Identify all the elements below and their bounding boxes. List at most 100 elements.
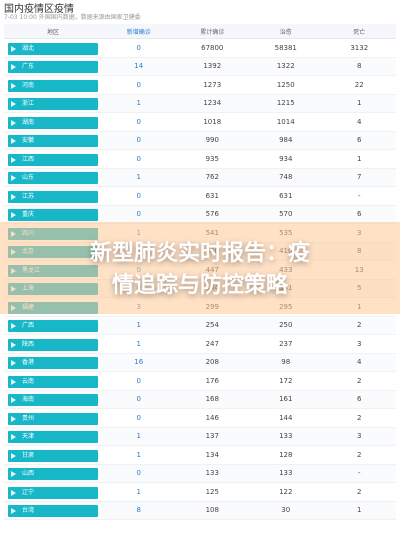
region-tag[interactable]: 山东 [8,172,98,184]
expand-arrow-icon[interactable] [11,360,16,366]
table-row[interactable]: 江西 0 935 934 1 [4,150,396,169]
region-tag[interactable]: 广东 [8,61,98,73]
expand-arrow-icon[interactable] [11,175,16,181]
region-cell[interactable]: 江苏 [4,189,102,203]
region-cell[interactable]: 浙江 [4,96,102,110]
region-cell[interactable]: 海南 [4,392,102,406]
col-dead-header: 死亡 [323,27,397,36]
expand-arrow-icon[interactable] [11,342,16,348]
region-cell[interactable]: 辽宁 [4,485,102,499]
total-cases-cell: 576 [176,210,250,218]
region-tag[interactable]: 江西 [8,154,98,166]
region-tag[interactable]: 陕西 [8,339,98,351]
table-row[interactable]: 湖南 0 1018 1014 4 [4,113,396,132]
region-cell[interactable]: 台湾 [4,503,102,517]
region-tag[interactable]: 浙江 [8,98,98,110]
expand-arrow-icon[interactable] [11,83,16,89]
expand-arrow-icon[interactable] [11,323,16,329]
region-name: 江西 [22,154,34,166]
region-tag[interactable]: 湖北 [8,43,98,55]
region-tag[interactable]: 山西 [8,468,98,480]
region-cell[interactable]: 河南 [4,78,102,92]
table-row[interactable]: 天津 1 137 133 3 [4,428,396,447]
table-row[interactable]: 台湾 8 108 30 1 [4,502,396,521]
expand-arrow-icon[interactable] [11,508,16,514]
region-tag[interactable]: 海南 [8,394,98,406]
expand-arrow-icon[interactable] [11,379,16,385]
expand-arrow-icon[interactable] [11,194,16,200]
table-row[interactable]: 河南 0 1273 1250 22 [4,76,396,95]
total-cases-cell: 1018 [176,118,250,126]
total-cases-cell: 935 [176,155,250,163]
region-cell[interactable]: 山西 [4,466,102,480]
table-row[interactable]: 甘肃 1 134 128 2 [4,446,396,465]
table-row[interactable]: 海南 0 168 161 6 [4,391,396,410]
region-cell[interactable]: 甘肃 [4,448,102,462]
expand-arrow-icon[interactable] [11,397,16,403]
region-name: 贵州 [22,413,34,425]
region-tag[interactable]: 广西 [8,320,98,332]
deaths-cell: - [323,192,397,200]
expand-arrow-icon[interactable] [11,157,16,163]
table-row[interactable]: 湖北 0 67800 58381 3132 [4,39,396,58]
region-name: 安徽 [22,135,34,147]
region-cell[interactable]: 安徽 [4,133,102,147]
region-tag[interactable]: 甘肃 [8,450,98,462]
region-tag[interactable]: 辽宁 [8,487,98,499]
cured-cell: 133 [249,469,323,477]
expand-arrow-icon[interactable] [11,471,16,477]
expand-arrow-icon[interactable] [11,138,16,144]
expand-arrow-icon[interactable] [11,490,16,496]
cured-cell: 133 [249,432,323,440]
region-cell[interactable]: 陕西 [4,337,102,351]
region-cell[interactable]: 江西 [4,152,102,166]
expand-arrow-icon[interactable] [11,120,16,126]
region-tag[interactable]: 贵州 [8,413,98,425]
cured-cell: 144 [249,414,323,422]
expand-arrow-icon[interactable] [11,416,16,422]
region-name: 湖南 [22,117,34,129]
region-tag[interactable]: 天津 [8,431,98,443]
table-row[interactable]: 广西 1 254 250 2 [4,317,396,336]
region-tag[interactable]: 云南 [8,376,98,388]
cured-cell: 1250 [249,81,323,89]
table-row[interactable]: 辽宁 1 125 122 2 [4,483,396,502]
region-tag[interactable]: 重庆 [8,209,98,221]
deaths-cell: 2 [323,377,397,385]
region-cell[interactable]: 重庆 [4,207,102,221]
expand-arrow-icon[interactable] [11,64,16,70]
table-row[interactable]: 贵州 0 146 144 2 [4,409,396,428]
region-cell[interactable]: 湖北 [4,41,102,55]
table-row[interactable]: 云南 0 176 172 2 [4,372,396,391]
table-row[interactable]: 安徽 0 990 984 6 [4,132,396,151]
table-row[interactable]: 广东 14 1392 1322 8 [4,58,396,77]
expand-arrow-icon[interactable] [11,212,16,218]
region-cell[interactable]: 贵州 [4,411,102,425]
region-cell[interactable]: 天津 [4,429,102,443]
expand-arrow-icon[interactable] [11,46,16,52]
table-row[interactable]: 山西 0 133 133 - [4,465,396,484]
region-tag[interactable]: 香港 [8,357,98,369]
region-cell[interactable]: 山东 [4,170,102,184]
expand-arrow-icon[interactable] [11,101,16,107]
region-tag[interactable]: 台湾 [8,505,98,517]
expand-arrow-icon[interactable] [11,434,16,440]
region-name: 广东 [22,61,34,73]
table-row[interactable]: 山东 1 762 748 7 [4,169,396,188]
region-cell[interactable]: 广西 [4,318,102,332]
region-tag[interactable]: 江苏 [8,191,98,203]
region-tag[interactable]: 安徽 [8,135,98,147]
table-row[interactable]: 香港 16 208 98 4 [4,354,396,373]
region-tag[interactable]: 河南 [8,80,98,92]
table-row[interactable]: 陕西 1 247 237 3 [4,335,396,354]
region-cell[interactable]: 香港 [4,355,102,369]
expand-arrow-icon[interactable] [11,453,16,459]
table-header: 地区 新增确诊 累计确诊 治愈 死亡 [4,24,396,39]
region-cell[interactable]: 广东 [4,59,102,73]
total-cases-cell: 247 [176,340,250,348]
region-tag[interactable]: 湖南 [8,117,98,129]
table-row[interactable]: 浙江 1 1234 1215 1 [4,95,396,114]
region-cell[interactable]: 云南 [4,374,102,388]
table-row[interactable]: 江苏 0 631 631 - [4,187,396,206]
region-cell[interactable]: 湖南 [4,115,102,129]
